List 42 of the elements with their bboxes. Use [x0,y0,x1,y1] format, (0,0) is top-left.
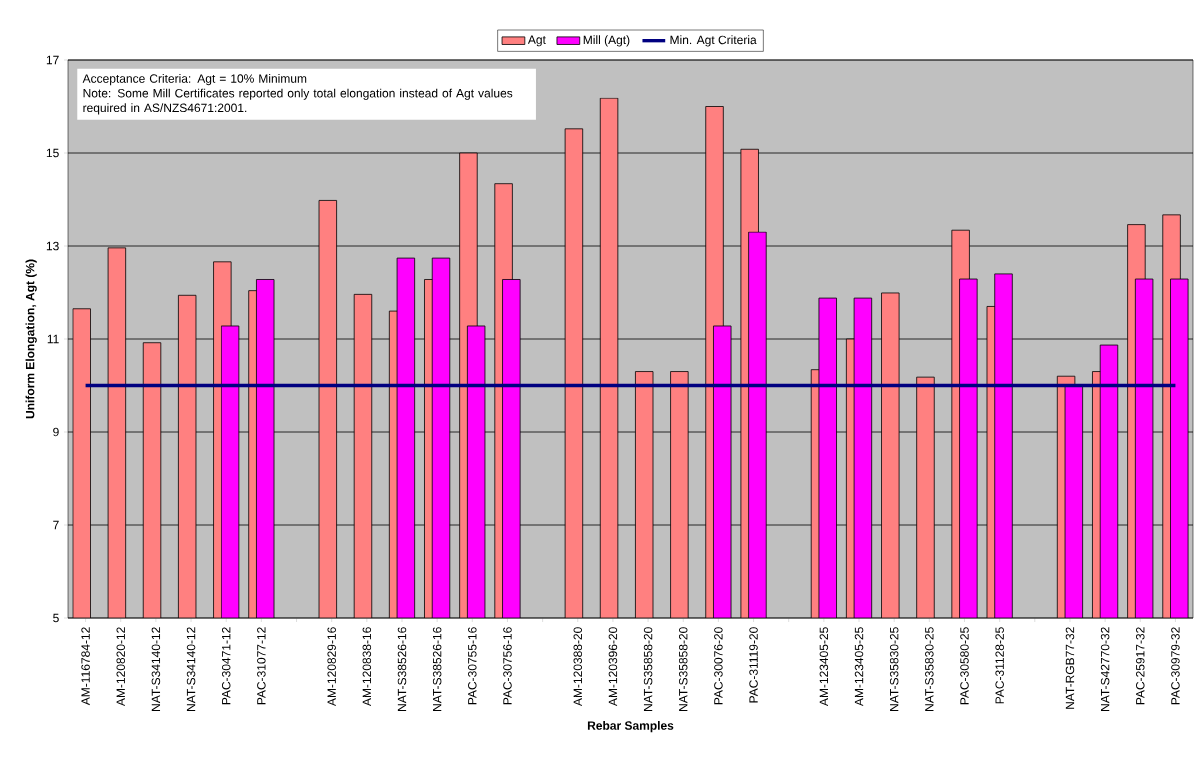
x-tick-label: PAC-30979-32 [1171,627,1180,705]
y-tick-label: 11 [47,334,59,344]
x-tick-label: NAT-S34140-12 [151,627,161,711]
x-tick-label: AM-123405-25 [819,627,829,707]
x-tick-label: NAT-S38526-16 [432,627,442,711]
x-tick-label: AM-123405-25 [854,627,864,707]
legend-label: Agt [527,35,546,47]
x-tick-label: NAT-S35858-20 [643,627,653,711]
x-tick-label: PAC-30755-16 [468,627,477,705]
x-tick-label: NAT-S35858-20 [678,627,688,711]
x-tick-label: PAC-31119-20 [749,627,758,703]
x-tick-label: AM-120388-20 [573,627,583,707]
y-tick-label: 9 [53,427,59,437]
x-tick-label: PAC-31077-12 [257,627,266,705]
x-tick-label: PAC-30580-25 [960,627,969,705]
y-tick-label: 15 [46,148,59,158]
x-tick-label: AM-120838-16 [362,627,372,707]
x-tick-label: PAC-31128-25 [995,627,1004,704]
legend-label: Mill (Agt) [583,35,630,47]
y-tick-label: 17 [46,55,59,65]
x-tick-label: NAT-S35830-25 [925,627,934,711]
y-tick-label: 5 [53,613,59,623]
legend-label: Min. Agt Criteria [670,35,757,47]
x-tick-label: PAC-30756-16 [503,627,512,705]
x-tick-label: AM-120829-16 [327,627,336,707]
y-tick-label: 7 [53,520,59,530]
x-tick-label: AM-116784-12 [81,627,90,706]
x-tick-label: PAC-30471-12 [221,627,231,705]
y-tick-label: 13 [46,241,59,251]
y-axis-title: Uniform Elongation, Agt (%) [25,259,37,419]
annotation: Note: Some Mill Certificates reported only total elongation instead of Agt values required in AS/NZS4671:2001. [83,88,513,115]
x-tick-label: AM-120820-12 [116,627,125,707]
x-tick-label: NAT-S35830-25 [889,627,899,711]
x-tick-label: NAT-S38526-16 [397,627,407,711]
x-axis-title: Rebar Samples [587,721,674,733]
x-tick-label: NAT-RGB77-32 [1065,627,1075,709]
x-tick-label: AM-120396-20 [608,627,618,707]
annotation: Acceptance Criteria: Agt = 10% Minimum [82,73,307,86]
x-tick-label: PAC-25917-32 [1136,627,1145,705]
x-tick-label: PAC-30076-20 [714,627,723,705]
x-tick-label: NAT-S42770-32 [1100,627,1110,711]
x-tick-label: NAT-S34140-12 [186,627,196,711]
